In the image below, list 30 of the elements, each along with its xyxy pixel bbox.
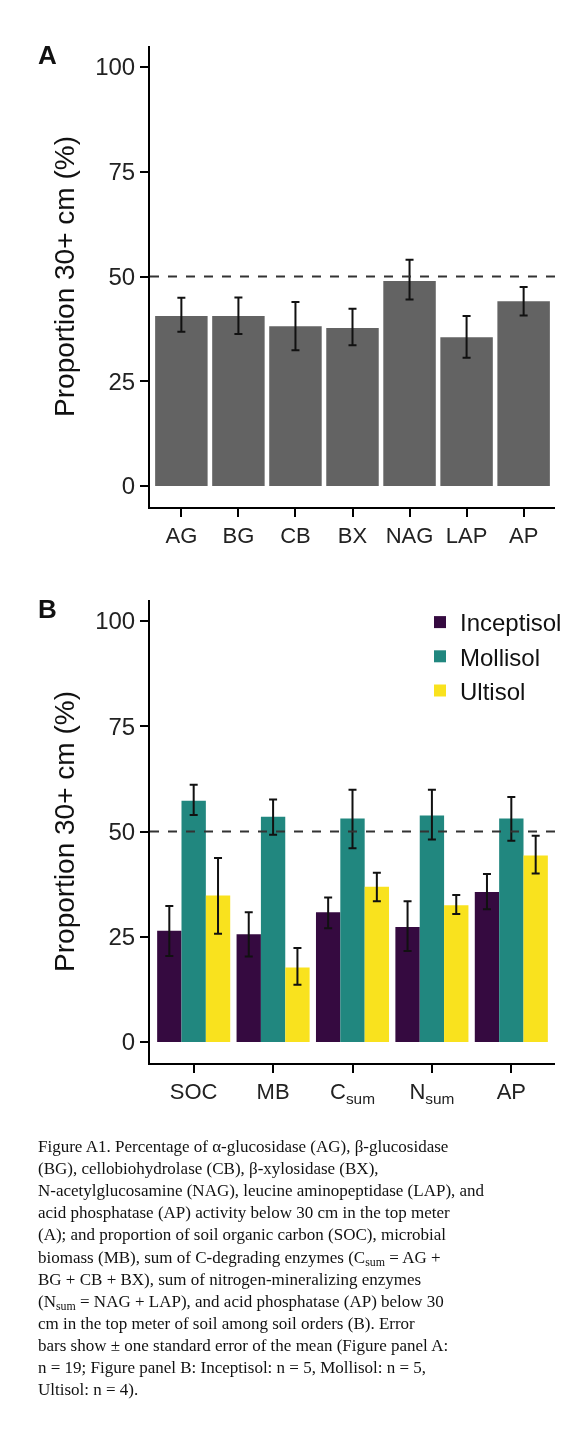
y-tick-label: 75: [108, 158, 136, 186]
y-tick-label: 100: [95, 53, 136, 81]
y-tick-label: 0: [121, 472, 136, 500]
y-tick-label: 100: [95, 607, 136, 635]
x-tick-label: BG: [222, 523, 255, 549]
y-tick-label: 50: [108, 817, 136, 845]
x-tick-label: MB: [256, 1079, 290, 1105]
x-tick-label: N$_{sum}$: [409, 1079, 455, 1108]
x-tick-label: AP: [496, 1079, 526, 1105]
y-axis-title: Proportion 30+ cm (%): [49, 691, 81, 972]
y-axis-title: Proportion 30+ cm (%): [49, 136, 81, 417]
chart-title: B: [38, 594, 57, 624]
legend-label: Mollisol: [460, 643, 541, 671]
x-tick-label: LAP: [445, 523, 488, 549]
y-tick-label: 25: [108, 923, 136, 951]
x-tick-label: SOC: [169, 1079, 218, 1105]
x-tick-label: CB: [280, 523, 311, 549]
x-tick-label: AP: [508, 523, 539, 549]
legend-label: Ultisol: [460, 677, 526, 705]
y-tick-label: 25: [108, 367, 136, 395]
legend-label: Inceptisol: [460, 609, 562, 637]
text: Figure A1. Percentage of α-glucosidase (AG), β-glucosidase (BG), cellobiohydrolase (CB), β-xylosidase (BX), N-acetylglucosamine (NAG), leucine aminopeptidase (LAP), and acid phosphatase (AP) activity below 30 cm in the top meter (A); and proportion of soil organic carbon (SOC), microbial biomass (MB), sum of C-degrading enzymes (C$_{sum}$ = AG + BG + CB + BX), sum of nitrogen-mineralizing enzymes (N$_{sum}$ = NAG + LAP), and acid phosphatase (AP) below 30 cm in the top meter of soil among soil orders (B). Error bars show ± one standard error of the mean (Figure panel A: n = 19; Figure panel B: Inceptisol: n = 5, Mollisol: n = 5, Ultisol: n = 4).: [38, 1137, 485, 1400]
y-tick-label: 0: [121, 1028, 136, 1056]
chart-title: A: [38, 40, 57, 70]
x-tick-label: C$_{sum}$: [330, 1079, 375, 1108]
x-tick-label: NAG: [385, 523, 434, 549]
y-tick-label: 50: [108, 262, 136, 290]
y-tick-label: 75: [108, 712, 136, 740]
x-tick-label: BX: [337, 523, 368, 549]
x-tick-label: AG: [165, 523, 198, 549]
